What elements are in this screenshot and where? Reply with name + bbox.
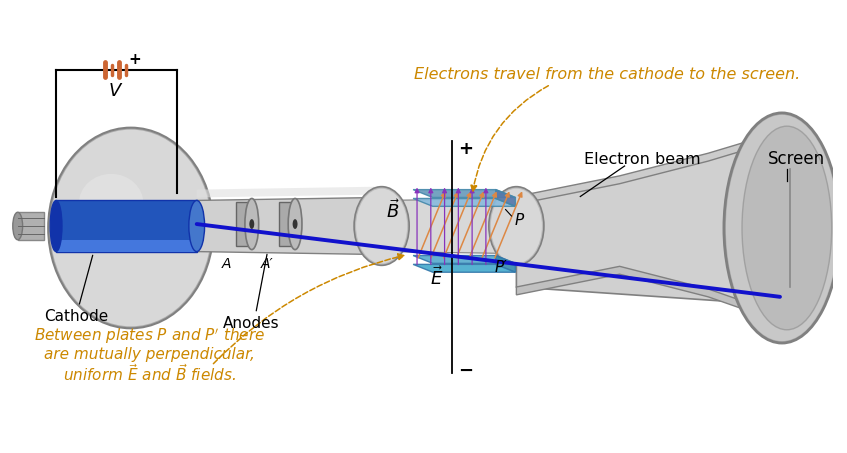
Ellipse shape [292,219,297,229]
Ellipse shape [489,187,544,265]
Ellipse shape [13,212,23,240]
Polygon shape [517,141,748,204]
Ellipse shape [249,219,254,229]
Ellipse shape [48,128,213,328]
Text: Screen: Screen [768,150,825,168]
Text: −: − [458,361,473,380]
Polygon shape [495,255,515,272]
Text: P: P [514,212,523,227]
Polygon shape [495,190,515,206]
Polygon shape [197,187,379,198]
Bar [56,200,197,251]
Polygon shape [197,198,379,255]
Ellipse shape [742,126,832,330]
Text: are mutually perpendicular,: are mutually perpendicular, [44,347,255,362]
Text: V: V [109,82,121,100]
Polygon shape [413,190,515,198]
Ellipse shape [50,130,212,326]
Ellipse shape [50,200,62,251]
Ellipse shape [79,174,143,233]
Ellipse shape [490,188,542,263]
Text: +: + [129,52,141,67]
Ellipse shape [354,187,409,265]
Text: A: A [221,257,231,271]
Polygon shape [413,265,515,272]
Ellipse shape [245,198,258,250]
Bar [56,240,197,251]
Polygon shape [382,198,517,254]
Text: Cathode: Cathode [45,309,109,324]
Text: A′: A′ [261,257,274,271]
Text: Between plates $P$ and $P'$ there: Between plates $P$ and $P'$ there [34,326,265,346]
Polygon shape [18,212,44,240]
Polygon shape [413,198,515,206]
Text: +: + [458,140,473,158]
Polygon shape [517,149,748,303]
Bar [236,202,252,246]
Ellipse shape [356,188,407,263]
Text: $\vec{E}$: $\vec{E}$ [430,266,443,289]
Polygon shape [413,255,515,263]
Bar [280,202,295,246]
Text: Electron beam: Electron beam [584,152,700,167]
Polygon shape [748,141,787,311]
Ellipse shape [724,113,840,343]
Ellipse shape [288,198,302,250]
Text: Anodes: Anodes [223,316,280,331]
Text: Electrons travel from the cathode to the screen.: Electrons travel from the cathode to the… [413,67,800,82]
Ellipse shape [726,115,838,341]
Text: uniform $\vec{E}$ and $\vec{B}$ fields.: uniform $\vec{E}$ and $\vec{B}$ fields. [63,363,236,384]
Text: P′: P′ [495,260,507,275]
Polygon shape [517,266,748,311]
Ellipse shape [189,200,205,251]
Text: $\vec{B}$: $\vec{B}$ [386,199,401,222]
